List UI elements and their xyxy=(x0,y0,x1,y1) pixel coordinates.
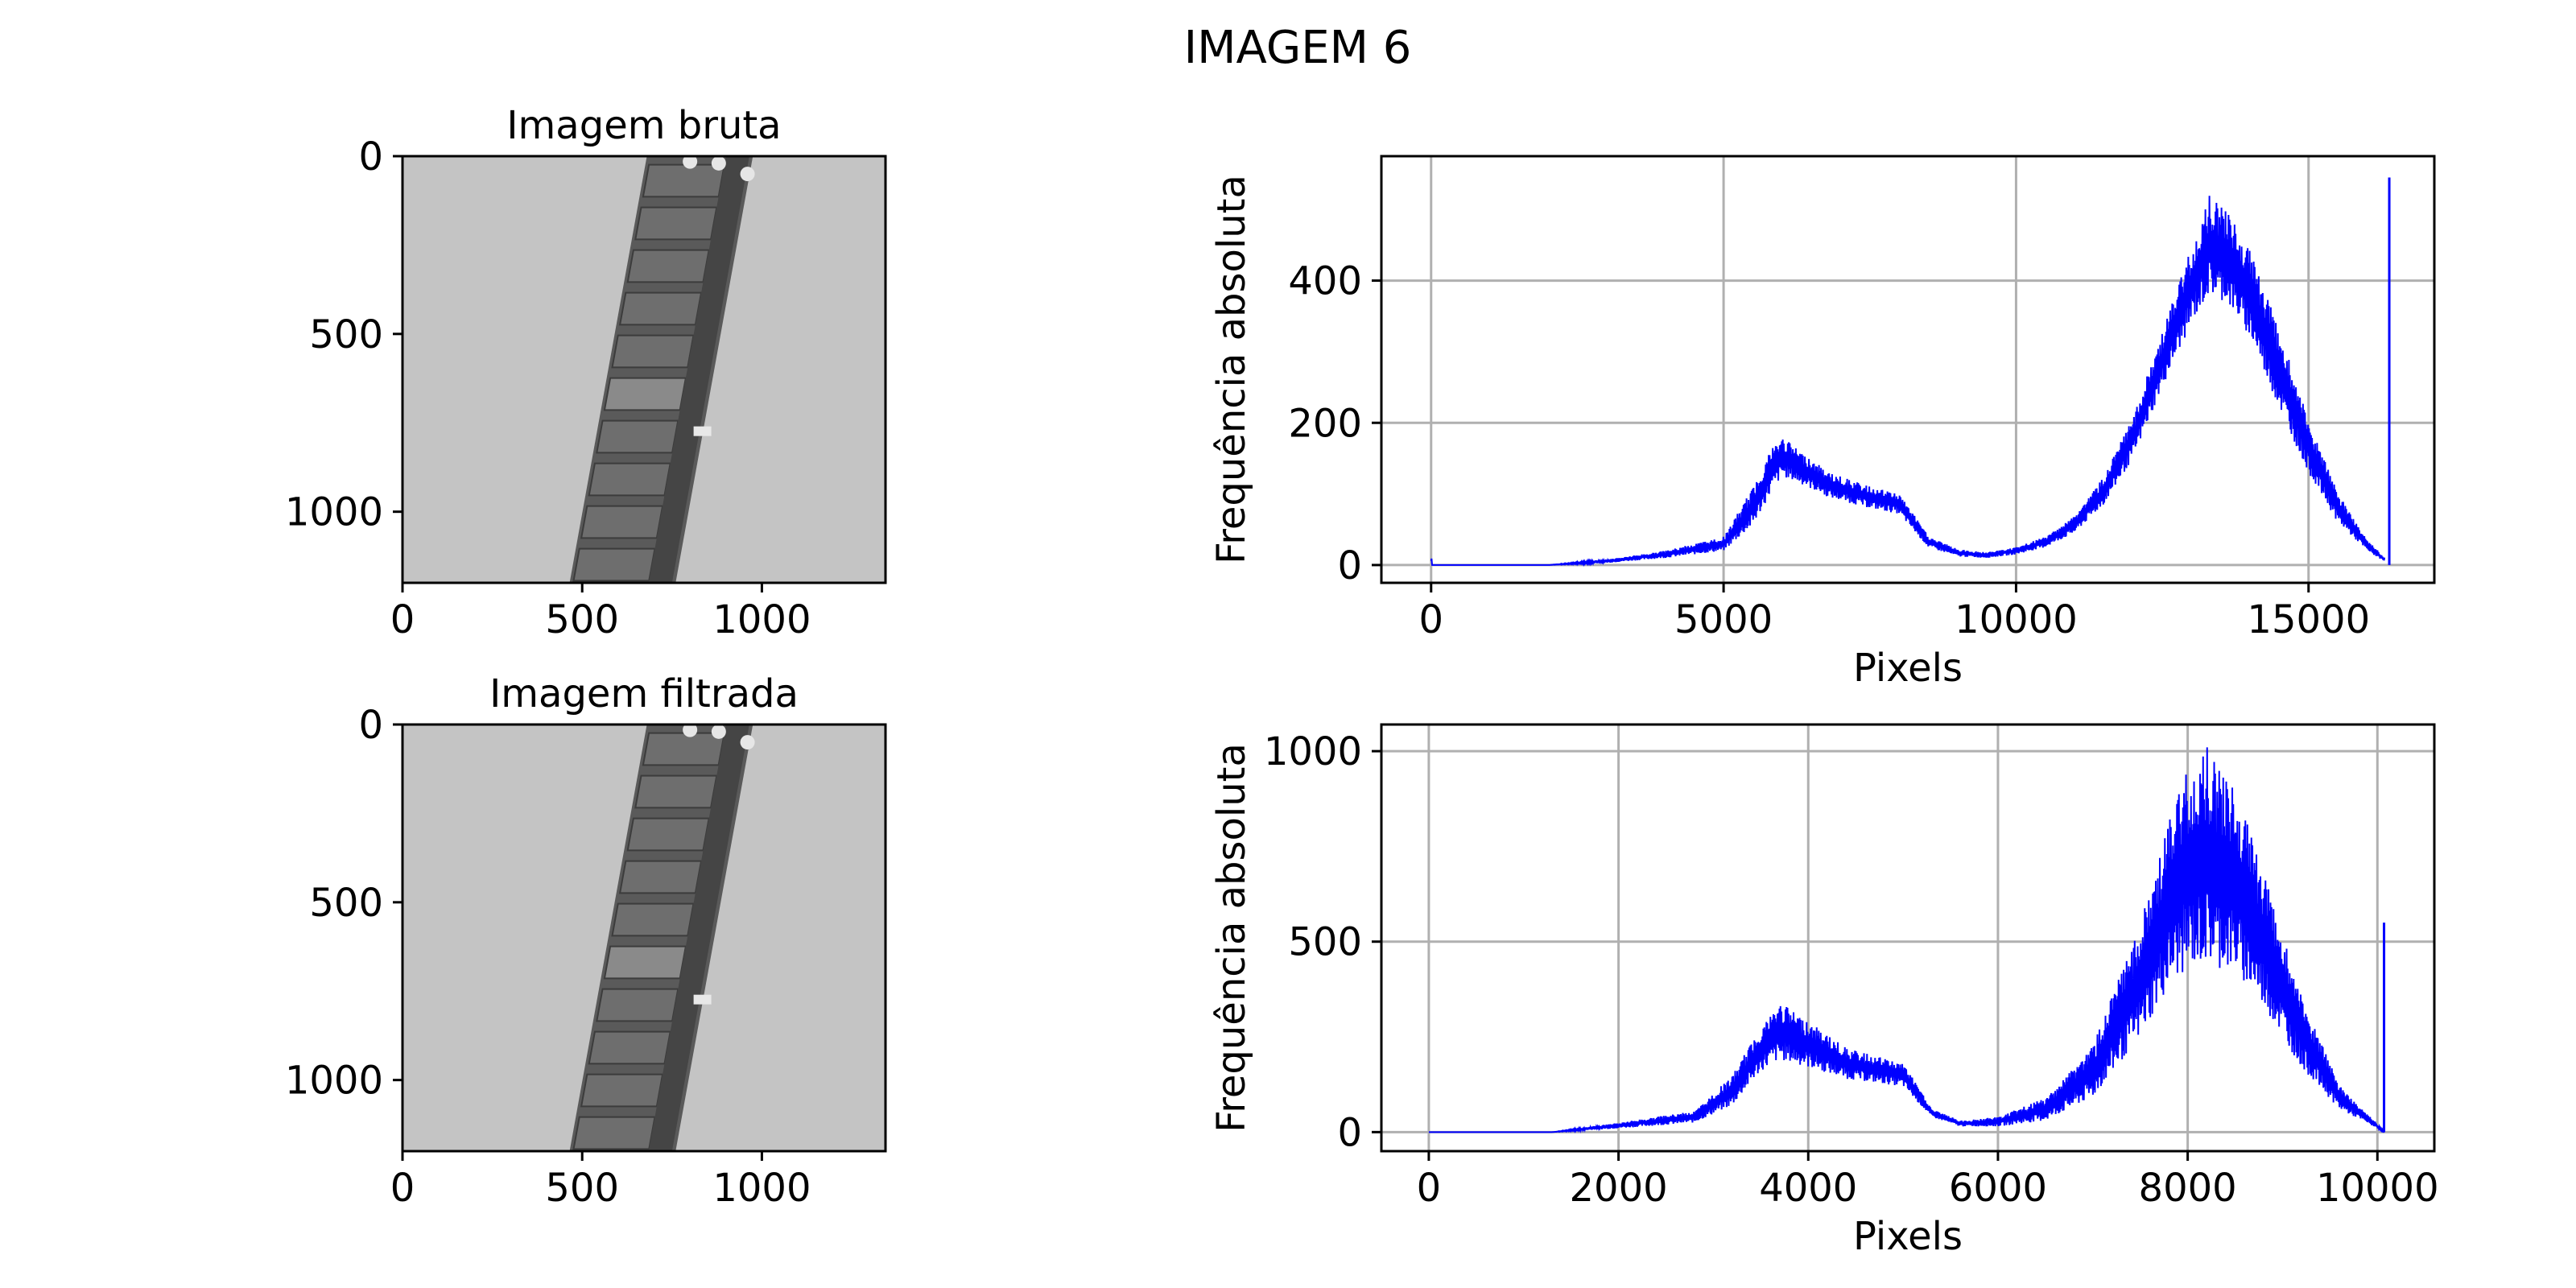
film-frame xyxy=(626,817,710,852)
film-frame xyxy=(596,419,679,454)
film-frame xyxy=(642,163,726,198)
panel-title: Imagem bruta xyxy=(506,103,781,148)
film-frame xyxy=(611,334,695,369)
film-frame xyxy=(626,249,710,283)
x-axis-label: Pixels xyxy=(1853,646,1963,691)
x-tick-label: 500 xyxy=(545,597,619,642)
histogram-series xyxy=(1428,747,2385,1134)
histogram-series xyxy=(1430,196,2386,568)
axes-frame xyxy=(401,155,887,584)
x-tick-label: 8000 xyxy=(2139,1166,2237,1211)
x-tick-label: 0 xyxy=(1418,597,1443,642)
axes-frame xyxy=(1380,723,2436,1153)
y-tick-label: 400 xyxy=(1288,259,1362,304)
x-tick-label: 10000 xyxy=(2316,1166,2439,1211)
image-content xyxy=(402,156,886,583)
x-tick-label: 0 xyxy=(390,597,415,642)
panel-title: Imagem filtrada xyxy=(489,671,799,716)
y-tick-label: 1000 xyxy=(285,1059,383,1104)
film-frame xyxy=(603,945,687,980)
y-tick-label: 0 xyxy=(1337,1110,1362,1155)
film-frame xyxy=(618,860,703,894)
film-frame xyxy=(618,291,703,326)
notch xyxy=(711,724,726,739)
image-content xyxy=(402,724,886,1151)
film-frame xyxy=(634,774,718,809)
x-tick-label: 0 xyxy=(390,1166,415,1211)
x-tick-label: 2000 xyxy=(1570,1166,1668,1211)
film-frame xyxy=(611,902,695,937)
film-frame xyxy=(634,206,718,241)
figure-title: IMAGEM 6 xyxy=(1184,22,1412,74)
film-frame xyxy=(596,988,679,1022)
y-tick-label: 1000 xyxy=(285,490,383,535)
x-tick-label: 15000 xyxy=(2247,597,2370,642)
y-tick-label: 0 xyxy=(358,703,383,748)
x-tick-label: 500 xyxy=(545,1166,619,1211)
x-tick-label: 5000 xyxy=(1674,597,1773,642)
film-frame xyxy=(588,1030,671,1065)
x-tick-label: 4000 xyxy=(1759,1166,1857,1211)
x-tick-label: 0 xyxy=(1417,1166,1442,1211)
notch xyxy=(683,724,698,737)
marker xyxy=(693,426,712,436)
film-frame xyxy=(603,377,687,411)
notch xyxy=(740,735,755,750)
marker xyxy=(693,994,712,1005)
film-frame xyxy=(580,1073,664,1108)
y-tick-label: 0 xyxy=(358,134,383,180)
film-frame xyxy=(580,505,664,539)
y-tick-label: 500 xyxy=(309,312,383,357)
film-frame xyxy=(572,547,656,582)
notch xyxy=(740,167,755,182)
notch xyxy=(711,156,726,171)
y-tick-label: 1000 xyxy=(1264,729,1362,774)
film-frame xyxy=(588,462,671,497)
y-tick-label: 500 xyxy=(1288,920,1362,965)
notch xyxy=(683,156,698,169)
y-axis-label: Frequência absoluta xyxy=(1209,743,1254,1133)
y-tick-label: 0 xyxy=(1337,543,1362,588)
axes-frame xyxy=(401,723,887,1153)
x-tick-label: 6000 xyxy=(1949,1166,2047,1211)
x-tick-label: 10000 xyxy=(1955,597,2078,642)
film-frame xyxy=(572,1116,656,1150)
y-axis-label: Frequência absoluta xyxy=(1209,175,1254,564)
film-frame xyxy=(642,732,726,766)
x-axis-label: Pixels xyxy=(1853,1214,1963,1259)
y-tick-label: 500 xyxy=(309,881,383,926)
sprocket-band xyxy=(648,156,749,583)
axes-frame xyxy=(1380,155,2436,584)
x-tick-label: 1000 xyxy=(712,1166,811,1211)
y-tick-label: 200 xyxy=(1288,401,1362,446)
x-tick-label: 1000 xyxy=(712,597,811,642)
sprocket-band xyxy=(648,724,749,1151)
